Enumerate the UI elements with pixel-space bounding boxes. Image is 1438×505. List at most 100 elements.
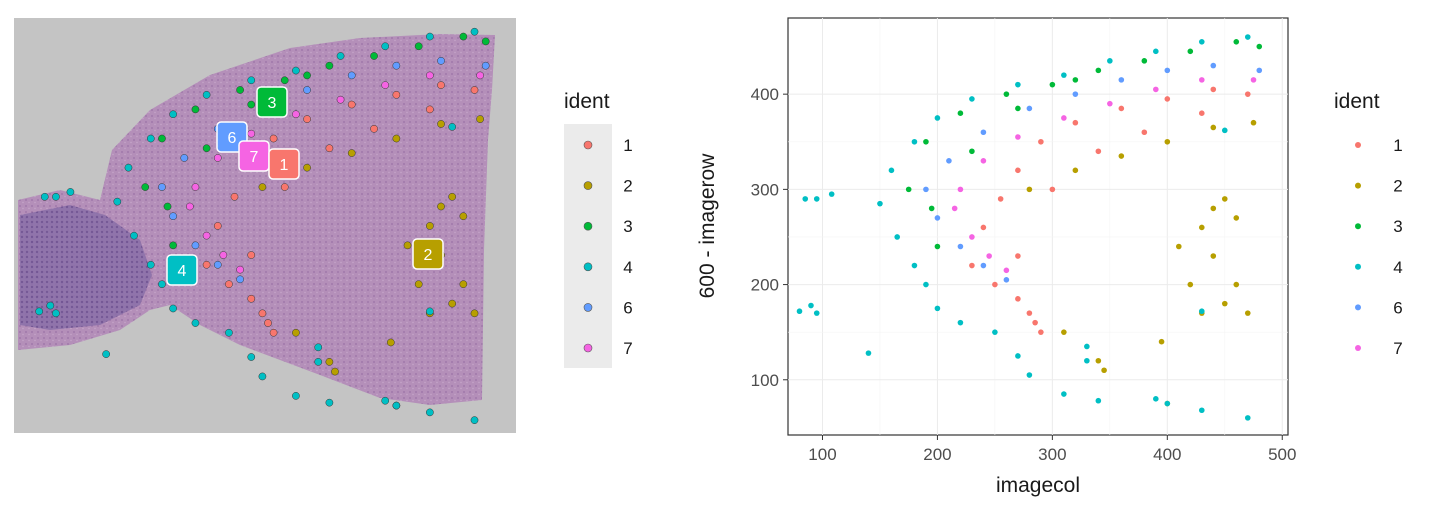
- legend-label-4: 4: [623, 258, 632, 277]
- point-cluster-1: [1049, 186, 1056, 193]
- point-cluster-4: [894, 234, 900, 240]
- point-cluster-4: [865, 350, 872, 356]
- tissue-spot-cluster-4: [169, 304, 177, 313]
- tissue-spot-cluster-2: [448, 299, 457, 308]
- tissue-spot-cluster-3: [370, 52, 378, 60]
- tissue-spot-layer: [35, 27, 490, 424]
- point-cluster-7: [1107, 100, 1113, 107]
- tissue-spot-cluster-1: [202, 260, 211, 269]
- tissue-spot-cluster-7: [191, 183, 200, 191]
- tissue-spot-cluster-7: [186, 202, 194, 211]
- point-cluster-3: [1095, 67, 1102, 74]
- tissue-spot-cluster-1: [426, 105, 434, 114]
- tissue-spot-cluster-2: [303, 163, 311, 172]
- point-cluster-1: [997, 196, 1004, 202]
- tissue-spot-cluster-4: [381, 42, 390, 51]
- x-tick-label: 300: [1038, 445, 1066, 464]
- hippocampus-region: [20, 205, 152, 330]
- point-cluster-2: [1221, 196, 1228, 202]
- tissue-spot-cluster-7: [219, 251, 228, 259]
- tissue-spot-cluster-6: [169, 212, 177, 221]
- legend-key-4: [583, 262, 593, 272]
- tissue-spot-cluster-2: [258, 183, 267, 191]
- y-axis-title: 600 - imagerow: [696, 153, 719, 299]
- point-cluster-4: [934, 305, 941, 312]
- point-cluster-3: [969, 148, 975, 155]
- tissue-spot-cluster-1: [280, 183, 289, 191]
- point-cluster-3: [928, 205, 935, 212]
- point-cluster-6: [1003, 277, 1010, 283]
- tissue-spot-cluster-4: [292, 392, 300, 400]
- legend-key-3: [583, 221, 593, 231]
- legend-label-7: 7: [623, 339, 632, 358]
- legend-label-6: 6: [1393, 298, 1402, 317]
- point-cluster-2: [1072, 167, 1079, 174]
- tissue-spot-cluster-6: [392, 61, 401, 70]
- legend-key-2: [583, 181, 593, 190]
- tissue-spot-cluster-3: [141, 183, 150, 191]
- tissue-spot-cluster-1: [269, 134, 278, 143]
- point-cluster-4: [923, 281, 929, 288]
- tissue-spot-cluster-2: [426, 222, 434, 230]
- point-cluster-4: [1221, 127, 1228, 134]
- point-cluster-6: [1164, 67, 1171, 74]
- point-cluster-4: [934, 115, 941, 121]
- point-cluster-1: [1141, 129, 1148, 136]
- tissue-spot-cluster-2: [403, 241, 412, 250]
- legend-key-6: [1355, 304, 1361, 311]
- legend-key-3: [1355, 223, 1361, 230]
- tissue-spot-cluster-6: [481, 61, 490, 70]
- point-cluster-6: [980, 262, 987, 269]
- point-cluster-2: [1101, 367, 1107, 374]
- point-cluster-3: [1072, 77, 1079, 83]
- point-cluster-7: [986, 253, 992, 259]
- tissue-legend-title: ident: [564, 90, 610, 113]
- tissue-spot-cluster-3: [325, 61, 334, 70]
- point-cluster-1: [1032, 319, 1038, 326]
- point-cluster-4: [1061, 72, 1067, 78]
- scatter-legend-title: ident: [1334, 90, 1380, 113]
- tissue-spot-cluster-4: [426, 408, 434, 417]
- point-cluster-4: [969, 96, 975, 102]
- tissue-spot-cluster-7: [426, 71, 434, 80]
- tissue-spot-cluster-6: [347, 71, 356, 80]
- tissue-spot-cluster-4: [52, 309, 60, 318]
- y-tick-label: 200: [751, 276, 779, 295]
- point-cluster-3: [1003, 91, 1010, 97]
- legend-label-3: 3: [623, 217, 632, 236]
- cluster-label-box-2: [412, 238, 444, 270]
- cluster-label-text-4: 4: [178, 263, 187, 280]
- x-axis-ticks: 100 200 300 400 500: [808, 435, 1296, 464]
- cluster-label-box-1: [268, 148, 300, 180]
- tissue-spot-cluster-4: [225, 328, 233, 337]
- y-axis-ticks: 100 200 300 400: [751, 85, 788, 390]
- tissue-spot-cluster-2: [392, 134, 401, 143]
- point-cluster-2: [1095, 357, 1102, 364]
- legend-key-7: [1355, 345, 1361, 351]
- point-cluster-4: [1015, 81, 1021, 88]
- point-cluster-1: [1038, 329, 1044, 335]
- tissue-spot-cluster-4: [130, 231, 138, 240]
- tissue-spot-cluster-1: [247, 294, 256, 303]
- tissue-spot-cluster-2: [331, 367, 339, 376]
- tissue-spot-cluster-4: [314, 358, 323, 366]
- point-cluster-6: [1026, 105, 1033, 112]
- tissue-spot-cluster-6: [213, 260, 222, 269]
- cluster-label-box-4: [166, 254, 198, 286]
- point-cluster-4: [1244, 34, 1251, 40]
- x-tick-label: 100: [808, 445, 836, 464]
- tissue-spot-cluster-1: [269, 328, 278, 337]
- point-cluster-6: [946, 158, 952, 164]
- point-cluster-3: [1233, 39, 1240, 45]
- point-cluster-4: [877, 200, 883, 207]
- point-cluster-6: [1256, 67, 1263, 74]
- point-cluster-3: [957, 110, 964, 117]
- point-cluster-4: [1198, 407, 1205, 414]
- series-3: [905, 39, 1263, 250]
- tissue-spot-cluster-2: [459, 280, 468, 289]
- point-cluster-3: [1187, 48, 1194, 55]
- point-cluster-6: [923, 186, 929, 193]
- point-cluster-2: [1221, 300, 1228, 307]
- tissue-spot-cluster-1: [325, 144, 334, 153]
- tissue-spot-cluster-3: [459, 32, 468, 41]
